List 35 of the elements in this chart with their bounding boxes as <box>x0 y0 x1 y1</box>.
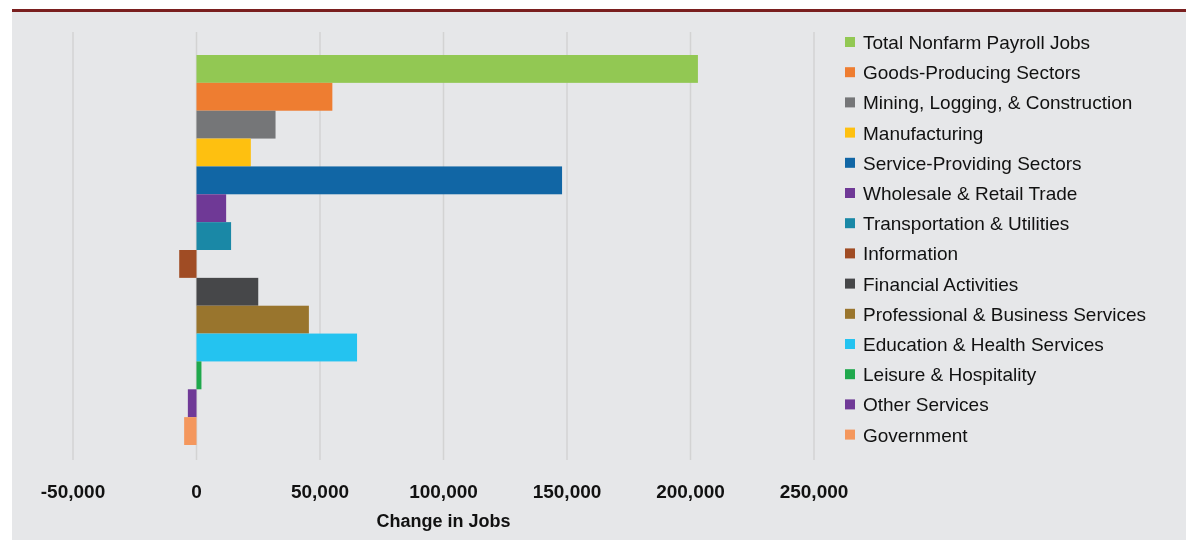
legend-label: Education & Health Services <box>863 334 1104 355</box>
legend-label: Goods-Producing Sectors <box>863 62 1081 84</box>
legend-label: Service-Providing Sectors <box>863 152 1082 174</box>
x-tick-label: 150,000 <box>532 481 602 502</box>
bar <box>184 417 197 445</box>
bar <box>196 82 333 111</box>
legend-label: Information <box>863 243 959 265</box>
bar <box>196 55 698 83</box>
legend-label: Transportation & Utilities <box>863 213 1070 235</box>
x-tick-label: 200,000 <box>656 481 725 502</box>
x-tick-label: -50,000 <box>40 481 106 502</box>
bar <box>196 333 358 362</box>
bar <box>196 166 563 195</box>
bar <box>196 305 309 334</box>
x-tick-label: 50,000 <box>290 481 350 502</box>
bar <box>187 389 197 418</box>
legend-label: Professional & Business Services <box>863 303 1147 325</box>
x-axis-title: Change in Jobs <box>376 511 511 531</box>
bar <box>196 110 276 139</box>
legend-label: Total Nonfarm Payroll Jobs <box>863 32 1091 53</box>
legend-label: Wholesale & Retail Trade <box>863 183 1078 204</box>
legend-label: Mining, Logging, & Construction <box>863 92 1133 114</box>
legend-label: Leisure & Hospitality <box>863 364 1037 386</box>
bar <box>196 138 251 167</box>
bar <box>196 277 259 306</box>
bar <box>196 222 232 250</box>
legend-label: Other Services <box>863 394 989 416</box>
legend-label: Manufacturing <box>863 122 984 144</box>
x-tick-label: 100,000 <box>409 481 478 502</box>
bar <box>179 250 197 278</box>
bar <box>196 194 227 223</box>
legend-label: Government <box>863 424 969 446</box>
legend-label: Financial Activities <box>863 273 1019 295</box>
x-tick-label: 250,000 <box>779 481 849 502</box>
x-tick-label: 0 <box>191 481 202 502</box>
